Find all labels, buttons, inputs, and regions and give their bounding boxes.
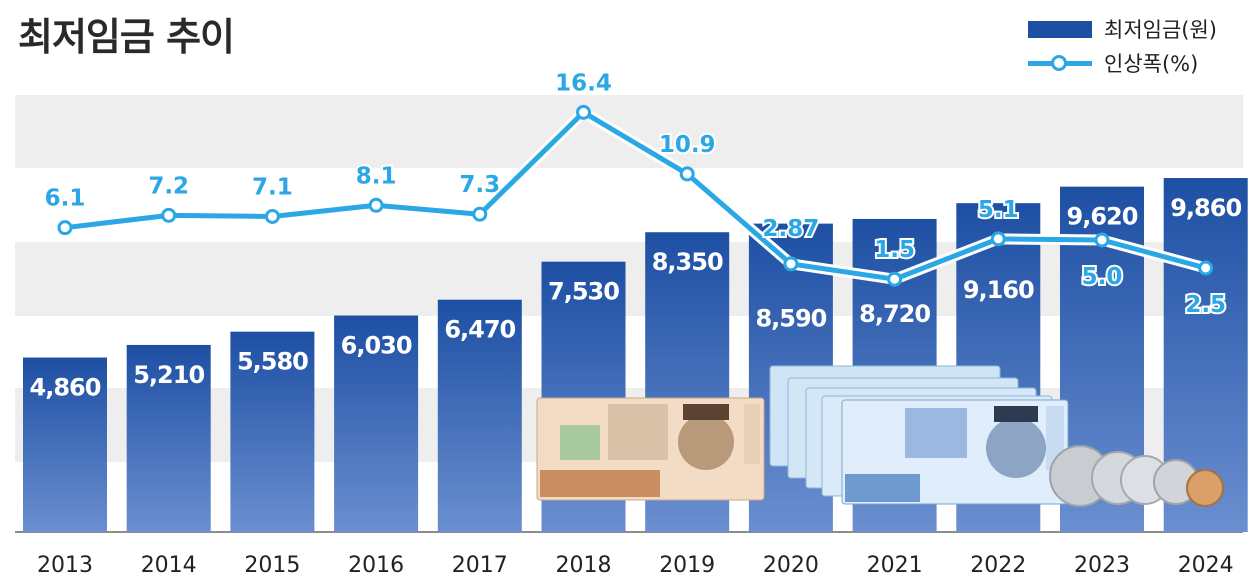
wage-label-2017: 6,470: [444, 316, 515, 344]
legend-label-wage: 최저임금(원): [1104, 18, 1217, 42]
x-tick-label: 2014: [141, 553, 197, 578]
line-point-2023: [1094, 232, 1110, 248]
line-point-2017: [472, 206, 488, 222]
x-tick-label: 2021: [867, 553, 923, 578]
x-tick-label: 2024: [1178, 553, 1234, 578]
rate-label-2020: 2.87: [763, 216, 820, 242]
wage-label-2024: 9,860: [1170, 194, 1241, 222]
bar-2015: [230, 331, 315, 532]
legend: 최저임금(원) 인상폭(%): [1028, 12, 1253, 80]
wage-label-2015: 5,580: [237, 348, 308, 376]
x-tick-label: 2013: [37, 553, 93, 578]
bar-2017: [437, 299, 522, 532]
x-tick-label: 2017: [452, 553, 508, 578]
value-labels: 6.1 7.2 7.1 8.1 7.3 16.4 10.9 2.87 1.5 5.1 5.0 2.5 4…: [30, 68, 1243, 402]
chart-title: 최저임금 추이: [18, 15, 235, 59]
line-point-2022: [990, 231, 1006, 247]
x-tick-label: 2020: [763, 553, 819, 578]
x-tick-label: 2019: [659, 553, 715, 578]
x-tick-label: 2023: [1074, 553, 1130, 578]
coins-icon: [1049, 445, 1224, 507]
rate-label-2017: 7.3: [459, 172, 500, 198]
line-point-2014: [161, 207, 177, 223]
wage-label-2013: 4,860: [30, 374, 101, 402]
bar-2014: [126, 344, 211, 532]
background-band: [15, 242, 1243, 316]
increase-rate-line: [57, 104, 1214, 287]
wage-label-2022: 9,160: [963, 276, 1034, 304]
rate-label-2024: 2.5: [1185, 292, 1226, 318]
line-point-2015: [264, 208, 280, 224]
rate-label-2023: 5.0: [1082, 264, 1123, 290]
rate-label-2013: 6.1: [45, 186, 86, 212]
line-point-2013: [57, 220, 73, 236]
currency-illustration: [536, 365, 1224, 507]
legend-line-swatch: [1028, 53, 1092, 73]
rate-label-2016: 8.1: [356, 163, 397, 189]
line-point-2021: [887, 271, 903, 287]
line-point-2019: [679, 166, 695, 182]
line-point-2020: [783, 256, 799, 272]
1000-won-notes-icon: [769, 365, 1069, 505]
wage-label-2023: 9,620: [1067, 203, 1138, 231]
5000-won-note-icon: [536, 397, 765, 501]
wage-label-2019: 8,350: [652, 248, 723, 276]
rate-label-2021: 1.5: [874, 237, 915, 263]
rate-label-2018: 16.4: [555, 70, 612, 96]
rate-label-2015: 7.1: [252, 174, 293, 200]
line-point-2016: [368, 197, 384, 213]
x-axis: 2013 2014 2015 2016 2017 2018 2019 2020 2021 2022…: [37, 553, 1234, 578]
legend-item-wage: 최저임금(원): [1028, 12, 1253, 46]
wage-label-2014: 5,210: [133, 361, 204, 389]
wage-label-2016: 6,030: [341, 332, 412, 360]
legend-label-rate: 인상폭(%): [1104, 52, 1199, 76]
x-tick-label: 2022: [970, 553, 1026, 578]
line-series: [64, 109, 1207, 282]
rate-label-2019: 10.9: [659, 132, 716, 158]
wage-label-2018: 7,530: [548, 278, 619, 306]
x-tick-label: 2018: [556, 553, 612, 578]
line-point-2018: [576, 104, 591, 120]
wage-label-2021: 8,720: [859, 300, 930, 328]
line-point-2024: [1198, 260, 1214, 276]
legend-bar-swatch: [1028, 20, 1092, 38]
rate-label-2014: 7.2: [148, 173, 189, 199]
bar-2016: [334, 315, 419, 532]
legend-item-rate: 인상폭(%): [1028, 46, 1253, 80]
wage-label-2020: 8,590: [755, 305, 826, 333]
bar-2013: [23, 357, 107, 532]
x-tick-label: 2016: [348, 553, 404, 578]
x-tick-label: 2015: [244, 553, 300, 578]
background-band: [15, 95, 1243, 168]
rate-label-2022: 5.1: [978, 197, 1019, 223]
